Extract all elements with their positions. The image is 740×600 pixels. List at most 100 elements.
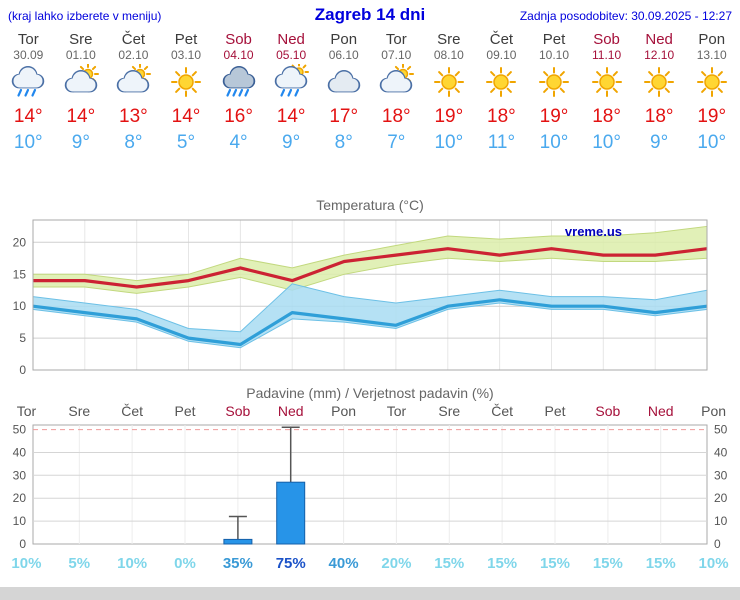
precip-probability-row: 10% 5% 10% 0% 35% 75% 40% 20% 15% 15% 15% 15% 15% 10% — [0, 554, 740, 573]
day-date: 04.10 — [223, 48, 254, 62]
low-temp: 9° — [71, 132, 90, 153]
day-name: Čet — [489, 31, 514, 48]
day-name: Ned — [277, 31, 305, 48]
svg-text:20: 20 — [714, 491, 728, 505]
precip-probability: 15% — [645, 555, 676, 572]
temperature-chart: 0 5 10 15 20 vreme.us — [13, 219, 708, 377]
day-column-0[interactable]: Tor 30.09 14° 10° — [2, 31, 55, 156]
high-temp: 14° — [171, 106, 201, 127]
cloudy-icon — [317, 64, 370, 104]
svg-text:20: 20 — [13, 491, 27, 505]
day-name: Tor — [385, 31, 407, 48]
precip-day-label: Sob — [595, 403, 621, 419]
day-column-12[interactable]: Ned 12.10 18° 9° — [633, 31, 686, 156]
day-date: 03.10 — [170, 48, 201, 62]
precip-day-label: Sob — [225, 403, 251, 419]
high-temp: 19° — [539, 106, 569, 127]
precip-probability: 75% — [275, 555, 306, 572]
day-date: 02.10 — [118, 48, 149, 62]
day-name: Sob — [593, 31, 620, 48]
precip-day-label: Ned — [647, 403, 674, 419]
day-date: 07.10 — [381, 48, 412, 62]
day-column-9[interactable]: Čet 09.10 18° 11° — [475, 31, 528, 156]
partly-cloudy-icon — [55, 64, 108, 104]
svg-text:50: 50 — [714, 423, 728, 437]
sun-rain-icon — [265, 64, 318, 104]
svg-text:0: 0 — [19, 363, 26, 377]
precip-day-label: Tor — [386, 403, 407, 419]
forecast-strip: Tor 30.09 14° 10° Sre 01.10 14° 9° Čet 02.10 13° 8°… — [0, 27, 740, 158]
sunny-icon — [423, 64, 476, 104]
sunny-icon — [475, 64, 528, 104]
day-date: 11.10 — [591, 48, 622, 62]
day-name: Sre — [437, 31, 461, 48]
precip-probability: 10% — [11, 555, 42, 572]
day-column-8[interactable]: Sre 08.10 19° 10° — [423, 31, 476, 156]
svg-text:0: 0 — [714, 537, 721, 551]
day-column-13[interactable]: Pon 13.10 19° 10° — [685, 31, 738, 156]
precip-probability: 15% — [434, 555, 465, 572]
low-temp: 8° — [124, 132, 143, 153]
day-column-11[interactable]: Sob 11.10 18° 10° — [580, 31, 633, 156]
precip-day-label: Čet — [491, 403, 514, 419]
low-temp: 9° — [282, 132, 301, 153]
svg-text:50: 50 — [13, 423, 27, 437]
svg-text:10: 10 — [13, 299, 27, 313]
precipitation-chart: 0 0 10 10 20 20 30 30 40 40 50 50 — [13, 423, 728, 551]
precip-day-label: Pet — [174, 403, 196, 419]
page-header: (kraj lahko izberete v meniju) Zagreb 14… — [0, 0, 740, 27]
day-column-10[interactable]: Pet 10.10 19° 10° — [528, 31, 581, 156]
day-column-4[interactable]: Sob 04.10 16° 4° — [212, 31, 265, 156]
footer-band — [0, 587, 740, 600]
precip-probability: 15% — [539, 555, 570, 572]
precip-day-label: Ned — [277, 403, 304, 419]
day-column-6[interactable]: Pon 06.10 17° 8° — [317, 31, 370, 156]
day-name: Ned — [645, 31, 673, 48]
last-updated: Zadnja posodobitev: 30.09.2025 - 12:27 — [519, 9, 732, 23]
page-title: Zagreb 14 dni — [314, 5, 426, 24]
low-temp: 10° — [13, 132, 43, 153]
high-temp: 19° — [697, 106, 727, 127]
low-temp: 11° — [487, 132, 516, 153]
svg-text:vreme.us: vreme.us — [565, 224, 622, 239]
precip-probability: 10% — [698, 555, 729, 572]
day-date: 06.10 — [328, 48, 359, 62]
precip-day-label: Tor — [16, 403, 37, 419]
svg-text:5: 5 — [19, 331, 26, 345]
precipitation-chart-section: Padavine (mm) / Verjetnost padavin (%) T… — [0, 384, 740, 573]
low-temp: 9° — [650, 132, 669, 153]
day-column-1[interactable]: Sre 01.10 14° 9° — [55, 31, 108, 156]
day-name: Sre — [69, 31, 93, 48]
low-temp: 10° — [697, 132, 727, 153]
day-column-7[interactable]: Tor 07.10 18° 7° — [370, 31, 423, 156]
high-temp: 18° — [644, 106, 674, 127]
high-temp: 18° — [381, 106, 411, 127]
precipitation-chart-title: Padavine (mm) / Verjetnost padavin (%) — [246, 385, 494, 401]
svg-text:10: 10 — [13, 514, 27, 528]
high-temp: 16° — [224, 106, 253, 127]
precip-day-label: Sre — [68, 403, 91, 419]
sunny-icon — [528, 64, 581, 104]
low-temp: 10° — [539, 132, 569, 153]
day-name: Tor — [17, 31, 39, 48]
precip-day-label: Čet — [121, 403, 144, 419]
temperature-chart-section: Temperatura (°C) 0 5 10 15 20 vreme.us — [0, 196, 740, 378]
temperature-chart-title: Temperatura (°C) — [316, 197, 424, 213]
high-temp: 14° — [13, 106, 43, 127]
high-temp: 13° — [119, 106, 148, 127]
sunny-icon — [580, 64, 633, 104]
day-column-5[interactable]: Ned 05.10 14° 9° — [265, 31, 318, 156]
day-column-3[interactable]: Pet 03.10 14° 5° — [160, 31, 213, 156]
high-temp: 14° — [66, 106, 96, 127]
day-column-2[interactable]: Čet 02.10 13° 8° — [107, 31, 160, 156]
sunny-icon — [685, 64, 738, 104]
sunny-icon — [160, 64, 213, 104]
low-temp: 5° — [176, 132, 196, 153]
high-temp: 19° — [434, 106, 464, 127]
day-name: Pet — [174, 31, 198, 48]
day-date: 01.10 — [65, 48, 96, 62]
precip-day-label: Pon — [331, 403, 357, 419]
day-name: Sob — [225, 31, 252, 48]
rain-icon — [2, 64, 55, 104]
heavy-rain-icon — [212, 64, 265, 104]
